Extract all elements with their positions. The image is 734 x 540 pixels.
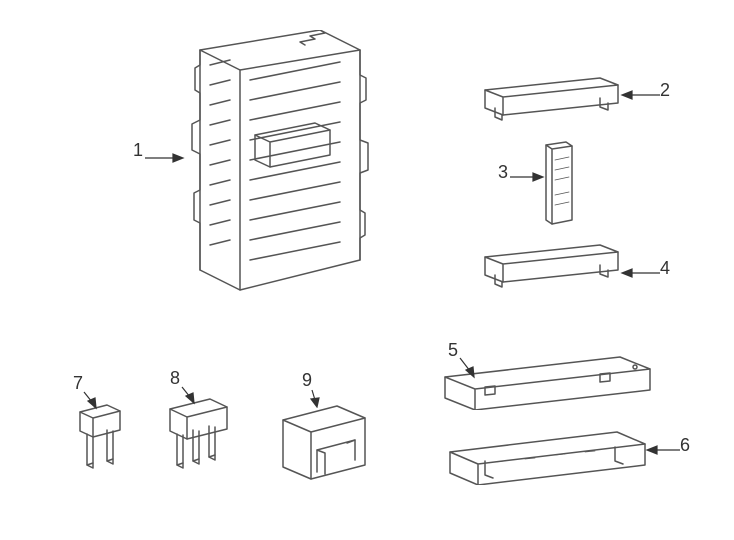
fuse-three-prong — [165, 395, 235, 485]
leader-7 — [82, 390, 100, 410]
fuse-box-main — [160, 30, 380, 325]
callout-label-8: 8 — [170, 368, 180, 389]
rail-connector — [445, 430, 655, 490]
bracket-top — [480, 75, 630, 130]
fuse-two-prong — [75, 400, 130, 485]
callout-label-3: 3 — [498, 162, 508, 183]
leader-1 — [145, 148, 185, 168]
strip-vertical — [538, 140, 578, 235]
relay-block — [275, 400, 375, 490]
leader-9 — [308, 388, 323, 408]
callout-label-6: 6 — [680, 435, 690, 456]
callout-label-1: 1 — [133, 140, 143, 161]
bracket-lower — [480, 242, 630, 297]
leader-8 — [180, 385, 198, 405]
callout-label-4: 4 — [660, 258, 670, 279]
leader-4 — [620, 266, 660, 281]
leader-5 — [458, 356, 478, 381]
callout-label-5: 5 — [448, 340, 458, 361]
callout-label-2: 2 — [660, 80, 670, 101]
leader-6 — [645, 443, 680, 458]
leader-3 — [510, 170, 545, 185]
leader-2 — [620, 88, 660, 103]
